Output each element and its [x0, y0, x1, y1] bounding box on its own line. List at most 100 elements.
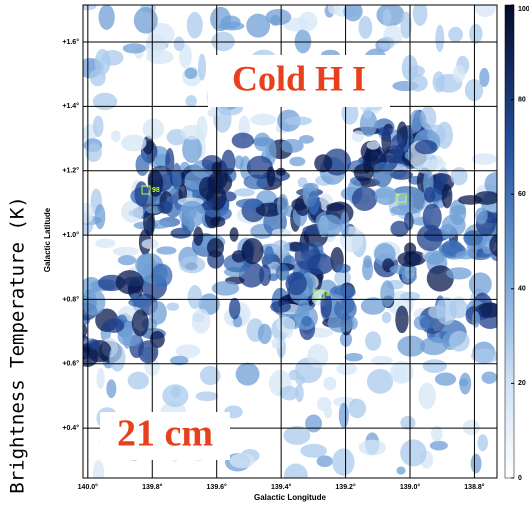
emission-blob: [275, 263, 290, 281]
marker-box: [141, 185, 151, 195]
emission-blob: [471, 348, 497, 364]
emission-blob: [436, 121, 453, 149]
emission-blob: [122, 321, 133, 349]
emission-blob: [259, 264, 271, 287]
emission-blob: [419, 337, 448, 356]
emission-blob: [131, 309, 149, 337]
emission-blob: [338, 402, 349, 428]
emission-blob: [430, 425, 443, 442]
emission-blob: [173, 36, 185, 51]
emission-blob: [120, 134, 147, 152]
emission-blob: [360, 297, 386, 315]
emission-blob: [257, 323, 272, 344]
emission-blob: [316, 396, 332, 412]
colorbar-tick-label: 40: [518, 286, 526, 293]
emission-blob: [138, 340, 159, 364]
emission-blob: [434, 372, 457, 386]
emission-blob: [397, 335, 426, 357]
label-box: [100, 412, 230, 460]
colorbar-tick-label: 60: [518, 191, 526, 198]
emission-blob: [184, 67, 198, 79]
emission-blob: [295, 375, 306, 385]
emission-blob: [96, 368, 105, 389]
emission-blob: [334, 286, 352, 296]
emission-blob: [88, 339, 100, 350]
emission-blob: [180, 124, 203, 140]
emission-blob: [147, 169, 164, 197]
emission-blob: [404, 212, 414, 231]
emission-blob: [134, 181, 149, 207]
emission-blob: [362, 152, 372, 174]
emission-blob: [400, 11, 412, 39]
emission-blob: [110, 130, 121, 142]
emission-blob: [452, 64, 466, 83]
emission-blob: [266, 138, 277, 166]
emission-blob: [435, 24, 445, 53]
emission-blob: [276, 316, 296, 333]
emission-blob: [187, 285, 203, 310]
emission-blob: [441, 184, 453, 209]
emission-blob: [141, 239, 159, 249]
emission-blob: [198, 176, 217, 200]
emission-blob: [471, 311, 481, 328]
y-tick-label: +1.2°: [62, 167, 79, 175]
emission-blob: [412, 5, 428, 26]
emission-blob: [277, 194, 289, 218]
emission-blob: [366, 140, 380, 150]
emission-blob: [94, 48, 111, 76]
emission-blob: [343, 5, 363, 22]
emission-blob: [210, 216, 226, 228]
emission-blob: [263, 246, 275, 265]
emission-blob: [83, 128, 91, 141]
x-tick-label: 139.8°: [142, 483, 163, 491]
emission-blob: [389, 360, 414, 384]
emission-blob: [463, 230, 484, 246]
emission-blob: [179, 43, 192, 69]
emission-blob: [307, 344, 329, 369]
emission-blob: [172, 162, 182, 191]
emission-blob: [95, 238, 116, 249]
y-tick-label: +0.4°: [62, 424, 79, 432]
emission-blob: [265, 8, 292, 26]
emission-blob: [469, 23, 483, 44]
emission-blob: [112, 246, 139, 257]
marker-box: [395, 193, 407, 203]
emission-blob: [358, 15, 373, 39]
emission-blob: [332, 448, 355, 476]
emission-blob: [449, 199, 467, 226]
emission-blob: [420, 315, 435, 329]
emission-blob: [127, 371, 149, 390]
emission-blob: [481, 371, 497, 384]
emission-blob: [470, 453, 482, 474]
emission-blob: [458, 195, 483, 205]
emission-blob: [377, 126, 393, 137]
emission-blob: [231, 250, 246, 263]
colorbar-title: Brightness Temperature (K): [7, 196, 29, 493]
colorbar-tick-label: 80: [518, 96, 526, 103]
emission-blob: [335, 263, 351, 274]
emission-blob: [228, 297, 241, 320]
emission-blob: [471, 153, 497, 165]
label-box: [208, 55, 390, 107]
emission-blob: [178, 200, 206, 228]
emission-blob: [246, 13, 271, 38]
emission-blob: [182, 135, 202, 164]
x-axis-title: Galactic Longitude: [254, 493, 327, 502]
x-tick-label: 138.8°: [464, 483, 485, 491]
emission-blob: [234, 188, 255, 197]
emission-blob: [289, 156, 306, 167]
x-tick-label: 140.0°: [78, 483, 99, 491]
emission-blob: [266, 166, 276, 187]
emission-blob: [400, 439, 427, 467]
emission-blob: [231, 132, 254, 149]
emission-blob: [115, 270, 144, 295]
emission-blob: [279, 386, 299, 401]
emission-blob: [295, 383, 304, 403]
emission-blob: [106, 379, 117, 399]
emission-blob: [121, 200, 144, 223]
emission-blob: [404, 150, 414, 160]
emission-blob: [448, 330, 470, 352]
emission-blob: [429, 440, 448, 451]
emission-blob: [201, 201, 214, 211]
emission-blob: [135, 153, 150, 176]
